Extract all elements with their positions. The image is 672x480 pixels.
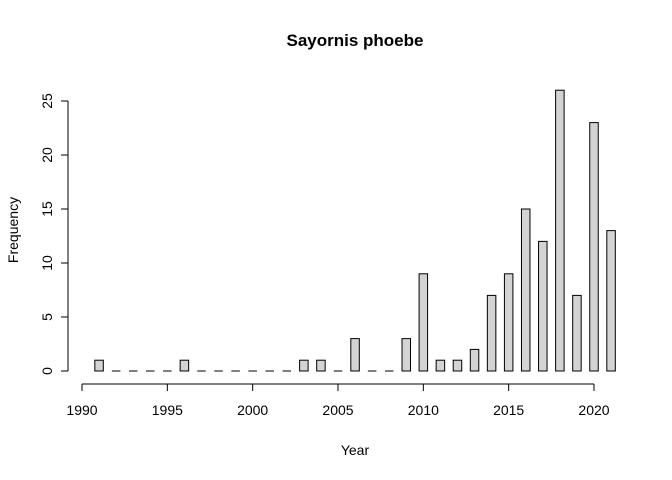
bar-2016 — [520, 208, 531, 372]
bar-2011 — [435, 359, 446, 372]
x-tick-label: 2010 — [408, 402, 439, 418]
y-tick-label: 20 — [39, 147, 55, 163]
bar-2012 — [452, 359, 463, 372]
bar-2006 — [350, 338, 360, 372]
bar-2010 — [418, 273, 429, 372]
y-axis-label: Frequency — [5, 197, 21, 263]
x-axis: 1990 1995 2000 2005 2010 2015 2020 — [66, 383, 610, 418]
bar-2015 — [503, 273, 514, 372]
bar-2017 — [538, 240, 548, 372]
bar-2021 — [606, 230, 616, 372]
x-tick-label: 2020 — [578, 402, 609, 418]
bar-2020 — [589, 122, 599, 372]
x-tick-label: 1995 — [152, 402, 183, 418]
bar-2019 — [572, 294, 582, 372]
x-tick-label: 2000 — [237, 402, 268, 418]
y-tick-label: 10 — [39, 255, 55, 271]
y-tick-label: 5 — [39, 313, 55, 321]
bar-2004 — [316, 359, 326, 372]
bar-2018 — [555, 89, 565, 372]
x-tick-label: 2005 — [322, 402, 353, 418]
x-axis-label: Year — [341, 442, 370, 458]
bar-2014 — [486, 294, 497, 372]
bar-1991 — [94, 359, 104, 372]
y-tick-label: 25 — [39, 93, 55, 109]
chart-title: Sayornis phoebe — [287, 31, 424, 50]
y-axis: 0 5 10 15 20 25 — [39, 93, 69, 375]
bar-2013 — [469, 348, 480, 372]
bar-1996 — [179, 359, 190, 372]
y-tick-label: 15 — [39, 201, 55, 217]
x-tick-label: 1990 — [66, 402, 97, 418]
x-tick-label: 2015 — [493, 402, 524, 418]
bars — [94, 89, 616, 372]
bar-2003 — [299, 359, 309, 372]
bar-2009 — [401, 338, 412, 372]
y-tick-label: 0 — [39, 367, 55, 375]
